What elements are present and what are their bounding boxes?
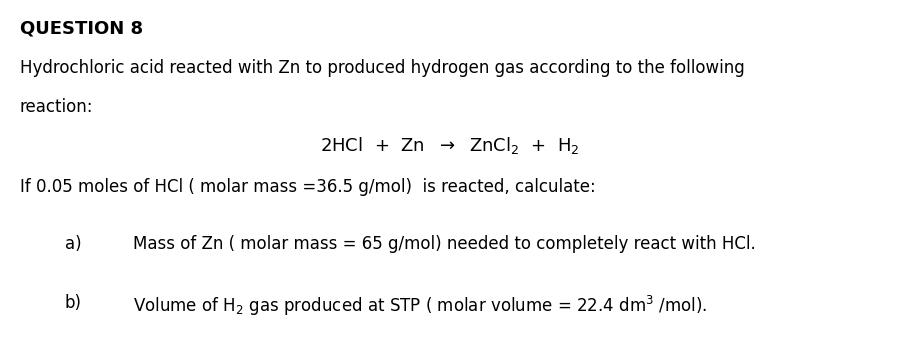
Text: 2HCl  +  Zn  $\rightarrow$  ZnCl$_2$  +  H$_2$: 2HCl + Zn $\rightarrow$ ZnCl$_2$ + H$_2$ bbox=[320, 135, 580, 156]
Text: b): b) bbox=[65, 294, 82, 312]
Text: reaction:: reaction: bbox=[20, 98, 94, 116]
Text: QUESTION 8: QUESTION 8 bbox=[20, 20, 143, 38]
Text: Volume of H$_2$ gas produced at STP ( molar volume = 22.4 dm$^3$ /mol).: Volume of H$_2$ gas produced at STP ( mo… bbox=[133, 294, 707, 318]
Text: If 0.05 moles of HCl ( molar mass =36.5 g/mol)  is reacted, calculate:: If 0.05 moles of HCl ( molar mass =36.5 … bbox=[20, 178, 596, 196]
Text: Mass of Zn ( molar mass = 65 g/mol) needed to completely react with HCl.: Mass of Zn ( molar mass = 65 g/mol) need… bbox=[133, 235, 756, 253]
Text: Hydrochloric acid reacted with Zn to produced hydrogen gas according to the foll: Hydrochloric acid reacted with Zn to pro… bbox=[20, 59, 744, 77]
Text: a): a) bbox=[65, 235, 81, 253]
